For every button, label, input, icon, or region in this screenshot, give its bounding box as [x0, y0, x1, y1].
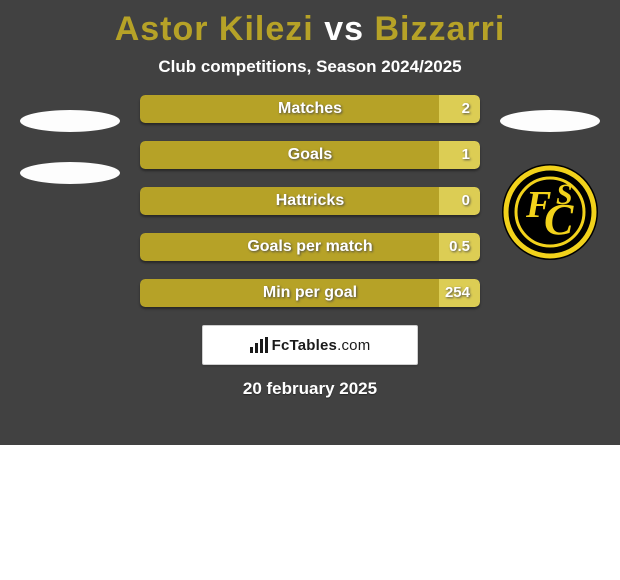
title-player1: Astor Kilezi [115, 10, 314, 48]
crest-placeholder-ellipse [500, 110, 600, 132]
stat-row: Min per goal 254 [140, 279, 480, 307]
stat-right-value: 1 [462, 141, 470, 169]
fctables-logo: FcTables.com [250, 337, 371, 354]
stat-label: Goals per match [140, 233, 480, 261]
shield-icon: F C S [500, 162, 600, 262]
bar-chart-icon [250, 337, 268, 353]
subtitle: Club competitions, Season 2024/2025 [0, 57, 620, 77]
right-crest-column: F C S [490, 110, 610, 262]
logo-text-bold: FcTables [272, 337, 338, 354]
date-label: 20 february 2025 [0, 379, 620, 399]
stat-right-value: 0 [462, 187, 470, 215]
crest-placeholder-ellipse [20, 162, 120, 184]
crest-placeholder-ellipse [20, 110, 120, 132]
stat-right-value: 2 [462, 95, 470, 123]
stat-row: Hattricks 0 [140, 187, 480, 215]
stat-label: Min per goal [140, 279, 480, 307]
stat-right-value: 254 [445, 279, 470, 307]
page-title: Astor Kilezi vs Bizzarri [0, 6, 620, 51]
stat-right-value: 0.5 [449, 233, 470, 261]
stat-label: Matches [140, 95, 480, 123]
stat-label: Hattricks [140, 187, 480, 215]
fctables-text: FcTables.com [272, 337, 371, 354]
stat-label: Goals [140, 141, 480, 169]
comparison-card: Astor Kilezi vs Bizzarri Club competitio… [0, 0, 620, 445]
svg-text:S: S [556, 178, 573, 211]
stats-container: Matches 2 Goals 1 Hattricks 0 Goals per … [140, 95, 480, 307]
stat-row: Matches 2 [140, 95, 480, 123]
stat-row: Goals 1 [140, 141, 480, 169]
title-player2: Bizzarri [374, 10, 505, 48]
title-vs: vs [324, 10, 364, 48]
club-crest: F C S [500, 162, 600, 262]
logo-text-thin: .com [337, 337, 370, 354]
left-crest-column [10, 110, 130, 214]
stat-row: Goals per match 0.5 [140, 233, 480, 261]
source-badge: FcTables.com [202, 325, 418, 365]
